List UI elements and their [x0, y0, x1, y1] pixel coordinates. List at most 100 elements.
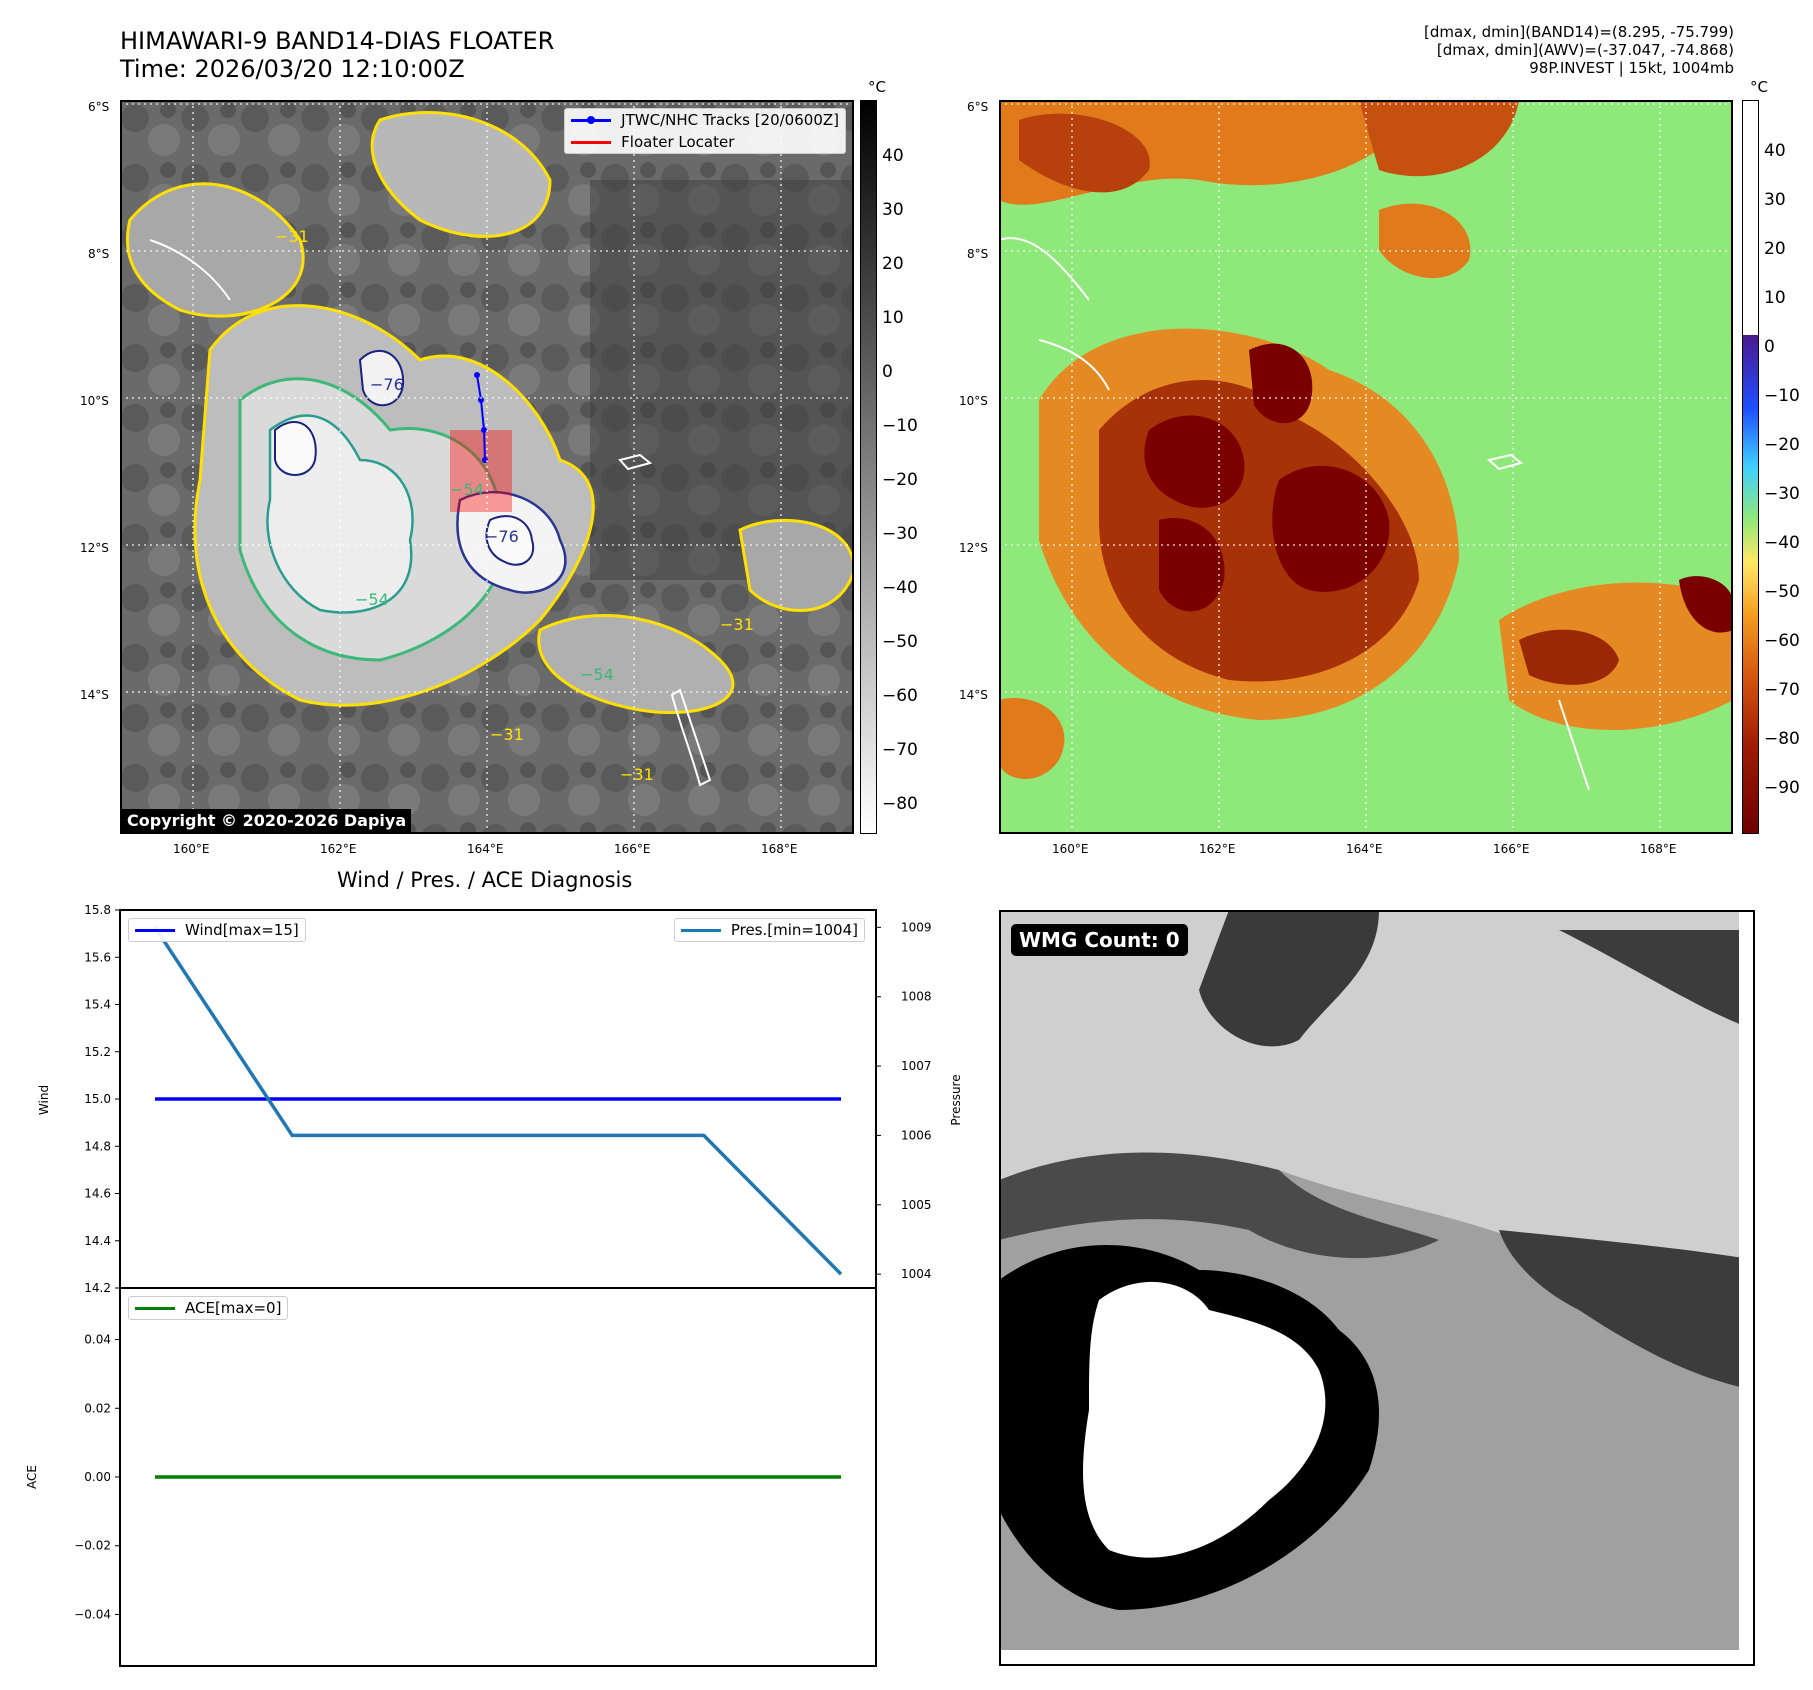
awv-lon-tick: 168°E	[1640, 842, 1677, 856]
ir-legend: JTWC/NHC Tracks [20/0600Z] Floater Locat…	[564, 108, 846, 154]
legend-track-label: JTWC/NHC Tracks [20/0600Z]	[621, 111, 839, 129]
ir-lat-tick: 14°S	[80, 688, 109, 702]
svg-text:−76: −76	[370, 375, 404, 394]
ir-cb-tick: 0	[882, 362, 893, 382]
locator-swatch	[571, 140, 612, 144]
awv-colorbar	[1742, 100, 1759, 834]
pressure-axis-label: Pressure	[949, 1074, 963, 1125]
ir-lon-tick: 166°E	[614, 842, 651, 856]
title-line-2: Time: 2026/03/20 12:10:00Z	[120, 55, 465, 83]
ir-lat-tick: 12°S	[80, 541, 109, 555]
ir-imagery: −31 −31 −54 −54 −76 −76 −31 −54 −31	[120, 100, 854, 834]
awv-cb-tick: −10	[1764, 386, 1800, 406]
wind-ytick-label: 15.0	[84, 1092, 111, 1106]
svg-text:−54: −54	[580, 665, 614, 684]
ace-marks: 0.04 0.02 0.00 −0.02 −0.04	[74, 1333, 841, 1621]
wind-ytick-label: 14.8	[84, 1139, 111, 1153]
pressure-series-line	[153, 926, 843, 1276]
wind-ytick-label: 15.6	[84, 950, 111, 964]
ace-ytick-label: −0.02	[74, 1539, 111, 1553]
ace-legend-label: ACE[max=0]	[185, 1299, 282, 1317]
pressure-legend-label: Pres.[min=1004]	[730, 921, 858, 939]
pressure-ytick-label: 1004	[901, 1267, 932, 1281]
awv-cb-tick: −20	[1764, 435, 1800, 455]
ir-lat-tick: 6°S	[88, 100, 110, 114]
awv-cb-tick: −70	[1764, 680, 1800, 700]
wmg-count-badge: WMG Count: 0	[1011, 924, 1188, 956]
ir-cb-tick: −80	[882, 794, 918, 814]
ace-ytick-label: 0.00	[84, 1470, 111, 1484]
ace-axis-label: ACE	[25, 1465, 39, 1489]
wmg-imagery	[999, 910, 1755, 1666]
awv-lat-tick: 12°S	[959, 541, 988, 555]
ace-swatch	[135, 1306, 175, 1310]
diagnosis-chart: 15.8 15.6 15.4 15.2 15.0 14.8 14.6 14.4 14.2 1009…	[25, 903, 963, 1667]
svg-text:−31: −31	[275, 227, 309, 246]
awv-cb-tick: 20	[1764, 239, 1786, 259]
storm-info: [dmax, dmin](BAND14)=(8.295, -75.799) [d…	[1424, 23, 1734, 77]
wind-ytick-label: 15.2	[84, 1045, 111, 1059]
svg-text:−31: −31	[620, 765, 654, 784]
wmg-panel: WMG Count: 0	[999, 910, 1755, 1666]
awv-lat-tick: 14°S	[959, 688, 988, 702]
ace-legend: ACE[max=0]	[128, 1296, 289, 1320]
svg-text:−76: −76	[485, 527, 519, 546]
ace-ytick-label: −0.04	[74, 1607, 111, 1621]
ir-colorbar	[860, 100, 877, 834]
awv-lon-tick: 160°E	[1052, 842, 1089, 856]
ir-lon-tick: 168°E	[761, 842, 798, 856]
wind-ytick-label: 14.4	[84, 1234, 111, 1248]
ir-lon-tick: 162°E	[320, 842, 357, 856]
pressure-legend: Pres.[min=1004]	[673, 918, 865, 942]
diagnosis-title: Wind / Pres. / ACE Diagnosis	[337, 868, 633, 892]
ir-cb-tick: −60	[882, 686, 918, 706]
ir-cb-tick: −30	[882, 524, 918, 544]
awv-lat-tick: 8°S	[967, 247, 989, 261]
title-line-1: HIMAWARI-9 BAND14-DIAS FLOATER	[120, 27, 555, 55]
svg-text:−54: −54	[355, 590, 389, 609]
ir-cb-tick: 10	[882, 308, 904, 328]
awv-cb-tick: −90	[1764, 778, 1800, 798]
awv-cb-tick: −50	[1764, 582, 1800, 602]
ir-cb-tick: −40	[882, 578, 918, 598]
awv-cb-tick: −80	[1764, 729, 1800, 749]
info-line-3: 98P.INVEST | 15kt, 1004mb	[1529, 59, 1734, 77]
ir-lat-tick: 10°S	[80, 394, 109, 408]
pressure-ytick-label: 1009	[901, 920, 932, 934]
legend-track-entry: JTWC/NHC Tracks [20/0600Z]	[565, 109, 845, 131]
pressure-ytick-label: 1005	[901, 1198, 932, 1212]
ir-cb-tick: 40	[882, 146, 904, 166]
legend-locator-entry: Floater Locater	[565, 131, 845, 153]
ir-cb-tick: 20	[882, 254, 904, 274]
wind-ytick-label: 14.6	[84, 1187, 111, 1201]
wmg-frame	[999, 910, 1755, 1666]
awv-cb-tick: 10	[1764, 288, 1786, 308]
contour-labels: −31 −31 −54 −54 −76 −76 −31 −54 −31	[275, 227, 754, 784]
svg-text:−31: −31	[720, 615, 754, 634]
ir-colorbar-unit: °C	[868, 78, 886, 96]
awv-gridlines	[999, 100, 1733, 834]
awv-cb-tick: −40	[1764, 533, 1800, 553]
wind-ytick-label: 15.8	[84, 903, 111, 917]
awv-lon-tick: 164°E	[1346, 842, 1383, 856]
ir-lon-tick: 164°E	[467, 842, 504, 856]
ir-imagery-panel: −31 −31 −54 −54 −76 −76 −31 −54 −31 JTWC…	[120, 100, 854, 834]
wind-legend-label: Wind[max=15]	[185, 921, 299, 939]
pressure-ytick-label: 1006	[901, 1128, 932, 1142]
ir-cb-tick: −50	[882, 632, 918, 652]
awv-lon-tick: 166°E	[1493, 842, 1530, 856]
ir-cb-tick: −20	[882, 470, 918, 490]
ace-ytick-label: 0.02	[84, 1401, 111, 1415]
wind-legend: Wind[max=15]	[128, 918, 306, 942]
awv-imagery	[999, 100, 1733, 834]
awv-colorbar-unit: °C	[1750, 78, 1768, 96]
ace-ytick-label: 0.04	[84, 1333, 111, 1347]
awv-imagery-panel	[999, 100, 1733, 834]
wind-ytick-label: 14.2	[84, 1281, 111, 1295]
info-line-1: [dmax, dmin](BAND14)=(8.295, -75.799)	[1423, 23, 1734, 41]
awv-lat-tick: 10°S	[959, 394, 988, 408]
copyright-badge: Copyright © 2020-2026 Dapiya	[122, 809, 412, 832]
wind-swatch	[135, 928, 175, 932]
ir-cb-tick: 30	[882, 200, 904, 220]
awv-cb-tick: 40	[1764, 141, 1786, 161]
